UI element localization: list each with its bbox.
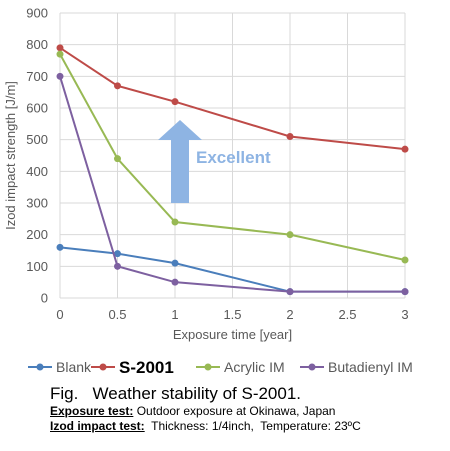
data-point — [171, 278, 179, 286]
legend-label: S-2001 — [119, 358, 174, 377]
data-point — [56, 50, 64, 58]
y-tick-label: 300 — [26, 196, 48, 211]
y-tick-label: 700 — [26, 69, 48, 84]
caption-izod-line: Izod impact test: Thickness: 1/4inch, Te… — [50, 419, 361, 434]
x-tick-label: 2.5 — [338, 307, 356, 322]
data-point — [114, 250, 121, 258]
data-point — [171, 218, 179, 226]
y-tick-label: 500 — [26, 132, 48, 147]
data-point — [401, 256, 409, 264]
line-chart: 0 100 200 300 400 500 600 700 800 900 0 0.5 1 1.5 2 2.5… — [3, 6, 413, 378]
data-point — [114, 262, 121, 270]
y-tick-label: 400 — [26, 164, 48, 179]
y-tick-label: 0 — [41, 291, 48, 306]
figure-caption: Fig. Weather stability of S-2001. Exposu… — [50, 384, 361, 434]
y-tick-label: 600 — [26, 101, 48, 116]
data-point — [171, 98, 179, 106]
y-tick-label: 100 — [26, 259, 48, 274]
y-tick-label: 900 — [26, 6, 48, 21]
data-point — [286, 288, 294, 296]
data-point — [56, 243, 64, 251]
data-point — [114, 155, 121, 163]
data-point — [56, 72, 64, 80]
data-point — [56, 44, 64, 52]
y-tick-label: 200 — [26, 227, 48, 242]
legend-marker — [36, 363, 44, 371]
annotation-excellent: Excellent — [196, 148, 271, 167]
y-axis-title: Izod impact strength [J/m] — [3, 81, 18, 230]
data-point — [401, 145, 409, 153]
x-tick-label: 2 — [286, 307, 293, 322]
data-point — [286, 133, 294, 140]
x-axis-title: Exposure time [year] — [173, 327, 292, 342]
y-tick-label: 800 — [26, 37, 48, 52]
data-point — [114, 82, 121, 90]
exposure-text: Outdoor exposure at Okinawa, Japan — [133, 404, 336, 418]
legend-label: Butadienyl IM — [328, 359, 413, 375]
data-point — [401, 288, 409, 296]
legend-marker — [308, 363, 316, 371]
x-tick-label: 1.5 — [223, 307, 241, 322]
caption-title: Fig. Weather stability of S-2001. — [50, 384, 302, 403]
izod-label: Izod impact test: — [50, 419, 145, 433]
izod-text: Thickness: 1/4inch, Temperature: 23ºC — [144, 419, 361, 433]
data-point — [286, 231, 294, 239]
legend-label: Acrylic IM — [224, 359, 285, 375]
x-tick-label: 0.5 — [108, 307, 126, 322]
data-point — [171, 259, 179, 267]
legend-marker — [204, 363, 212, 371]
up-arrow-icon — [158, 120, 202, 203]
exposure-label: Exposure test: — [50, 404, 134, 418]
legend-label: Blank — [56, 359, 92, 375]
caption-exposure-line: Exposure test: Outdoor exposure at Okina… — [50, 404, 361, 419]
legend-marker — [99, 363, 107, 371]
x-tick-label: 0 — [56, 307, 63, 322]
x-tick-label: 3 — [401, 307, 408, 322]
x-tick-label: 1 — [171, 307, 178, 322]
